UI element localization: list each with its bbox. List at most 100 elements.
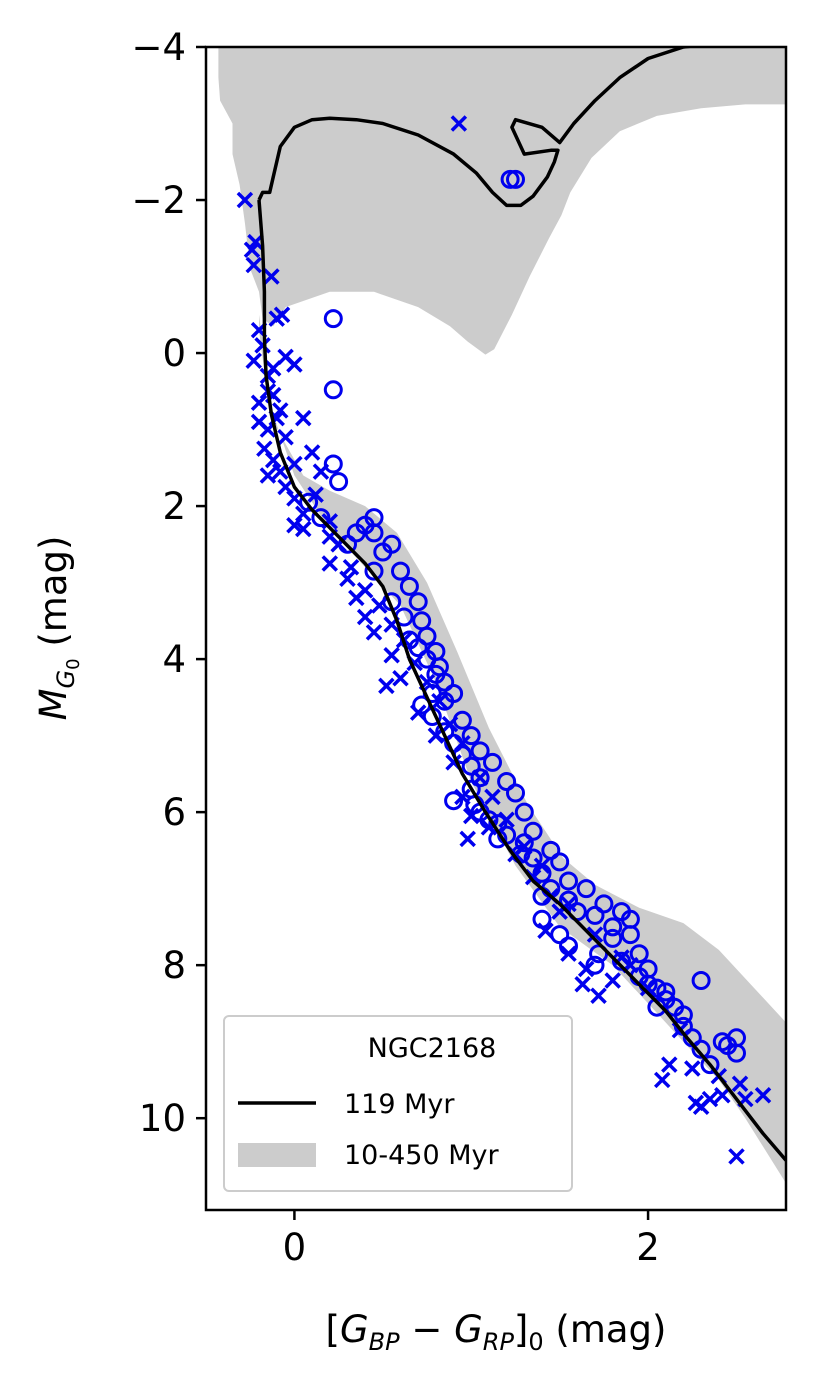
data-point-circle <box>550 852 570 872</box>
data-point-cross <box>454 788 471 806</box>
data-point-circle <box>497 772 517 791</box>
data-point-circle <box>391 561 410 581</box>
legend-band-swatch <box>238 1143 316 1167</box>
data-point-circle <box>323 309 343 329</box>
y-tick-label: 6 <box>162 791 186 834</box>
data-point-cross <box>295 505 312 522</box>
data-point-cross <box>684 1060 701 1077</box>
data-point-circle <box>470 768 490 788</box>
data-point-cross <box>537 922 554 939</box>
data-point-cross <box>378 677 395 695</box>
isochrone-main-sequence <box>257 199 786 1162</box>
data-point-circle <box>506 169 525 189</box>
data-point-cross <box>560 945 577 962</box>
data-point-cross <box>574 976 591 993</box>
data-point-cross <box>383 647 400 664</box>
data-point-circle <box>435 691 455 711</box>
data-point-circle <box>329 472 349 492</box>
data-point-cross <box>590 987 607 1004</box>
data-point-circle <box>373 542 393 562</box>
data-point-cross <box>459 830 476 848</box>
data-point-circle <box>673 1005 693 1025</box>
data-point-circle <box>603 928 623 948</box>
data-point-cross <box>356 608 374 626</box>
data-point-circle <box>399 576 419 596</box>
data-point-circle <box>727 1028 746 1048</box>
data-point-circle <box>700 1055 720 1075</box>
data-point-cross <box>321 513 339 530</box>
y-tick-label: 10 <box>139 1097 186 1140</box>
isochrone-line <box>257 47 786 1162</box>
data-point-circle <box>364 561 384 581</box>
data-point-cross <box>312 463 330 480</box>
data-point-cross <box>259 367 277 385</box>
data-point-cross <box>604 972 621 989</box>
data-point-cross <box>277 478 294 496</box>
data-point-cross <box>264 451 282 469</box>
legend-label-band: 10-450 Myr <box>344 1140 499 1171</box>
axis-ticks: −4 −2 0 2 4 6 8 10 0 2 <box>131 26 659 1269</box>
data-point-cross <box>286 356 303 373</box>
data-point-cross <box>409 704 427 721</box>
data-point-cross <box>356 582 374 599</box>
data-point-circle <box>691 971 711 990</box>
data-point-cross <box>277 428 294 446</box>
data-point-cross <box>653 1071 671 1089</box>
y-axis-label: MG0 (mag) <box>32 536 84 721</box>
data-point-circle <box>576 879 596 899</box>
data-point-circle <box>461 756 481 776</box>
y-tick-label: 2 <box>162 485 186 528</box>
data-point-cross <box>450 115 468 132</box>
plot-frame <box>204 45 788 1212</box>
data-point-circle <box>506 783 525 803</box>
data-point-cross <box>256 440 273 457</box>
y-tick-label: 4 <box>162 638 186 681</box>
data-point-circle <box>435 722 455 742</box>
data-point-cross <box>577 960 595 978</box>
data-point-cross <box>307 486 324 503</box>
data-point-circle <box>541 840 561 860</box>
data-point-cross <box>471 769 489 786</box>
data-point-cross <box>236 191 254 209</box>
data-point-circle <box>483 752 502 772</box>
data-point-circle <box>523 848 543 868</box>
isochrone-giant-branch <box>257 47 700 208</box>
data-point-cross <box>586 926 604 943</box>
data-point-cross <box>321 555 339 572</box>
data-point-circle <box>323 454 343 474</box>
data-point-circle <box>500 169 520 189</box>
data-point-cross <box>639 979 657 997</box>
data-point-cross <box>392 669 409 687</box>
y-tick-label: −2 <box>131 179 186 222</box>
data-point-circle <box>408 592 428 612</box>
data-point-cross <box>250 394 268 412</box>
x-axis-label: [GBP − GRP]0 (mag) <box>326 1308 667 1356</box>
legend: NGC2168 119 Myr 10-450 Myr <box>223 1015 573 1192</box>
data-point-circle <box>620 909 640 929</box>
y-tick-label: −4 <box>131 26 186 69</box>
data-point-cross <box>263 268 280 285</box>
data-point-cross <box>272 402 289 419</box>
data-point-cross <box>273 306 291 324</box>
data-point-cross <box>731 1075 749 1092</box>
data-point-cross <box>701 1090 719 1108</box>
data-point-cross <box>259 467 277 484</box>
data-point-cross <box>303 444 321 461</box>
data-point-circle <box>323 380 343 400</box>
y-tick-label: 8 <box>162 944 186 987</box>
data-point-cross <box>365 624 383 641</box>
age-range-band <box>218 47 786 1184</box>
data-point-cross <box>516 838 533 855</box>
data-point-circle <box>656 982 676 1002</box>
data-point-cross <box>342 559 360 576</box>
data-point-circle <box>470 741 490 761</box>
data-point-circle <box>559 871 578 891</box>
y-tick-label: 0 <box>162 332 186 375</box>
data-point-cross <box>754 1086 772 1104</box>
data-points <box>236 115 772 1165</box>
data-point-cross <box>714 1086 731 1104</box>
data-point-cross <box>339 570 356 588</box>
data-point-cross <box>687 1094 705 1112</box>
data-point-cross <box>286 455 303 473</box>
data-point-cross <box>463 807 480 825</box>
